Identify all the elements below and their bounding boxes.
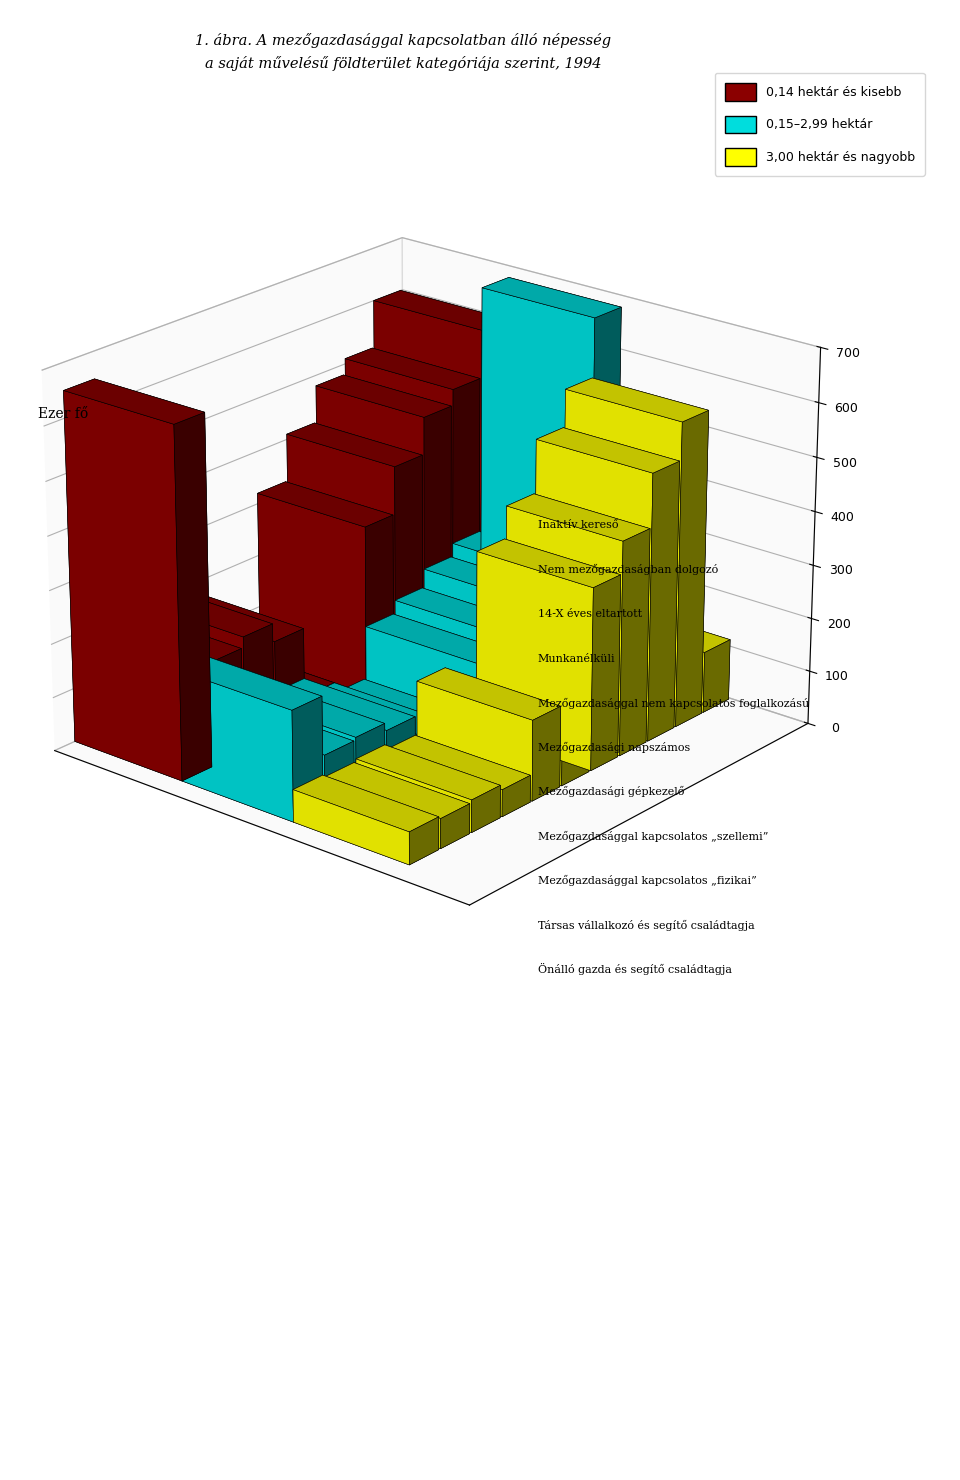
Text: Mezőgazdasági napszámos: Mezőgazdasági napszámos: [538, 741, 690, 753]
Text: Munkanélküli: Munkanélküli: [538, 654, 615, 663]
Text: Inaktív kereső: Inaktív kereső: [538, 521, 618, 530]
Legend: 0,14 hektár és kisebb, 0,15–2,99 hektár, 3,00 hektár és nagyobb: 0,14 hektár és kisebb, 0,15–2,99 hektár,…: [714, 73, 924, 176]
Text: a saját művelésű földterület kategóriája szerint, 1994: a saját művelésű földterület kategóriája…: [204, 56, 602, 71]
Text: Mezőgazdasággal kapcsolatos „szellemi”: Mezőgazdasággal kapcsolatos „szellemi”: [538, 830, 768, 842]
Text: Nem mezőgazdaságban dolgozó: Nem mezőgazdaságban dolgozó: [538, 564, 718, 576]
Text: Önálló gazda és segítő családtagja: Önálló gazda és segítő családtagja: [538, 963, 732, 975]
Text: Mezőgazdasággal kapcsolatos „fizikai”: Mezőgazdasággal kapcsolatos „fizikai”: [538, 875, 756, 887]
Text: Mezőgazdasággal nem kapcsolatos foglalkozású: Mezőgazdasággal nem kapcsolatos foglalko…: [538, 697, 809, 709]
Text: Társas vállalkozó és segítő családtagja: Társas vállalkozó és segítő családtagja: [538, 919, 755, 931]
Text: 14-X éves eltartott: 14-X éves eltartott: [538, 610, 641, 619]
Text: Ezer fő: Ezer fő: [38, 407, 88, 422]
Text: Mezőgazdasági gépkezelő: Mezőgazdasági gépkezelő: [538, 786, 684, 798]
Text: 1. ábra. A mezőgazdasággal kapcsolatban álló népesség: 1. ábra. A mezőgazdasággal kapcsolatban …: [195, 33, 612, 47]
